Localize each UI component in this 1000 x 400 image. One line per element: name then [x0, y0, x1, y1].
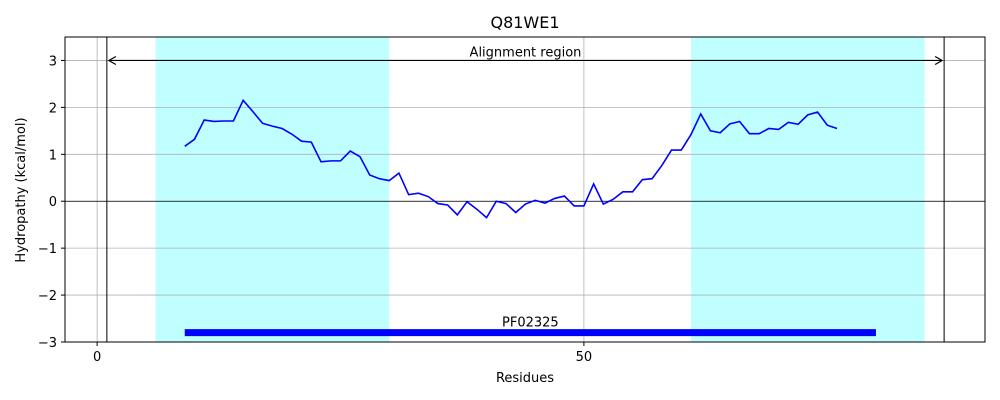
y-tick-label: −1 — [38, 242, 57, 257]
arrow-head — [934, 55, 944, 65]
y-tick-label: 2 — [49, 101, 57, 116]
shaded-region — [155, 37, 390, 342]
x-tick-label: 0 — [93, 350, 101, 365]
domain-label: PF02325 — [502, 316, 559, 331]
x-tick-label: 50 — [576, 350, 593, 365]
hydropathy-line — [184, 98, 838, 219]
region-label: Alignment region — [470, 45, 582, 60]
y-tick-label: 0 — [49, 195, 57, 210]
arrow-head — [107, 55, 117, 65]
shaded-region — [690, 37, 925, 342]
y-tick-label: −2 — [38, 289, 57, 304]
y-axis-label: Hydropathy (kcal/mol) — [14, 117, 29, 262]
x-axis-label: Residues — [496, 371, 554, 386]
plot-frame — [64, 36, 986, 343]
chart-title: Q81WE1 — [490, 13, 559, 32]
y-tick-label: −3 — [38, 336, 57, 351]
y-tick-label: 1 — [49, 148, 57, 163]
y-tick-label: 3 — [49, 54, 57, 69]
